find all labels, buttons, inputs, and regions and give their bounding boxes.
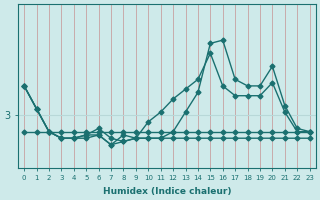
X-axis label: Humidex (Indice chaleur): Humidex (Indice chaleur): [103, 187, 231, 196]
